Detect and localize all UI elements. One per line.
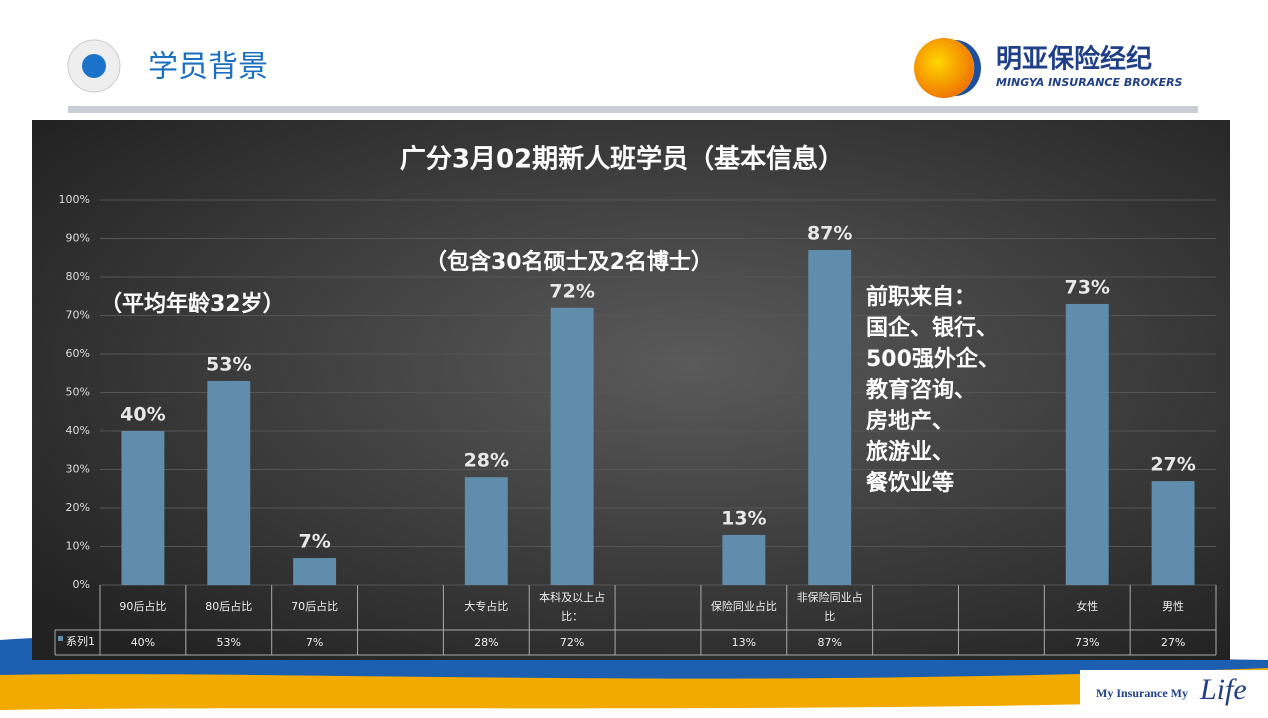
chart-title: 广分3月02期新人班学员（基本信息） (400, 144, 844, 175)
x-tick-label: 非保险同业占比 (797, 590, 863, 623)
bar (1065, 303, 1109, 585)
annotation: （包含30名硕士及2名博士） (425, 249, 713, 275)
y-tick-label: 90% (66, 232, 90, 245)
annotation: （平均年龄32岁） (100, 291, 285, 317)
table-value: 7% (306, 636, 323, 649)
legend-swatch (58, 636, 63, 641)
legend-label: 系列1 (66, 634, 95, 648)
data-label: 72% (549, 280, 594, 302)
y-tick-label: 60% (66, 347, 90, 360)
y-tick-label: 100% (59, 193, 90, 206)
bar (207, 380, 251, 585)
y-tick-label: 10% (66, 540, 90, 553)
x-tick-label: 80后占比 (205, 599, 252, 613)
data-label: 13% (721, 507, 766, 529)
annotation: 餐饮业等 (866, 470, 954, 496)
header-rule (68, 106, 1198, 113)
table-value: 28% (474, 636, 498, 649)
table-value: 87% (817, 636, 841, 649)
x-tick-label: 男性 (1162, 599, 1184, 613)
table-value: 13% (732, 636, 756, 649)
bar (121, 431, 165, 585)
annotation: 教育咨询、 (866, 377, 976, 403)
x-tick-label: 保险同业占比 (711, 599, 777, 613)
bar (1151, 481, 1195, 585)
x-tick-label: 女性 (1076, 599, 1098, 613)
y-tick-label: 70% (66, 309, 90, 322)
logo-arc (955, 40, 981, 96)
y-tick-label: 80% (66, 270, 90, 283)
bar (808, 250, 852, 586)
x-tick-label: 70后占比 (291, 599, 338, 613)
bar (464, 477, 508, 585)
table-value: 27% (1161, 636, 1185, 649)
annotation: 前职来自： (866, 284, 976, 310)
y-tick-label: 50% (66, 386, 90, 399)
logo-sub: MINGYA INSURANCE BROKERS (996, 76, 1183, 89)
x-tick-label: 大专占比 (464, 599, 508, 613)
annotation: 旅游业、 (866, 439, 954, 465)
annotation: 房地产、 (866, 408, 954, 434)
y-tick-label: 20% (66, 501, 90, 514)
bar (550, 307, 594, 585)
table-value: 73% (1075, 636, 1099, 649)
bar (722, 534, 766, 585)
data-label: 28% (464, 450, 509, 472)
table-value: 40% (131, 636, 155, 649)
footer-slogan: My Insurance My (1096, 686, 1188, 700)
table-value: 53% (217, 636, 241, 649)
x-tick-label: 90后占比 (119, 599, 166, 613)
annotation: 国企、银行、 (866, 315, 998, 341)
footer-box (1080, 670, 1268, 714)
annotation: 500强外企、 (866, 346, 1000, 372)
data-label: 73% (1064, 276, 1109, 298)
data-label: 53% (206, 353, 251, 375)
data-label: 27% (1150, 454, 1195, 476)
y-tick-label: 0% (73, 578, 90, 591)
header-title: 学员背景 (148, 50, 268, 85)
y-tick-label: 40% (66, 424, 90, 437)
logo-name: 明亚保险经纪 (996, 44, 1152, 75)
data-label: 87% (807, 223, 852, 245)
data-label: 40% (120, 404, 165, 426)
logo-sun (914, 38, 974, 98)
data-label: 7% (298, 531, 330, 553)
header-dot (82, 54, 106, 78)
y-tick-label: 30% (66, 463, 90, 476)
footer-wave-orange (0, 668, 1268, 710)
bar (293, 558, 337, 585)
footer-slogan-script: Life (1199, 673, 1247, 706)
x-tick-label: 本科及以上占比： (539, 590, 605, 623)
table-value: 72% (560, 636, 584, 649)
